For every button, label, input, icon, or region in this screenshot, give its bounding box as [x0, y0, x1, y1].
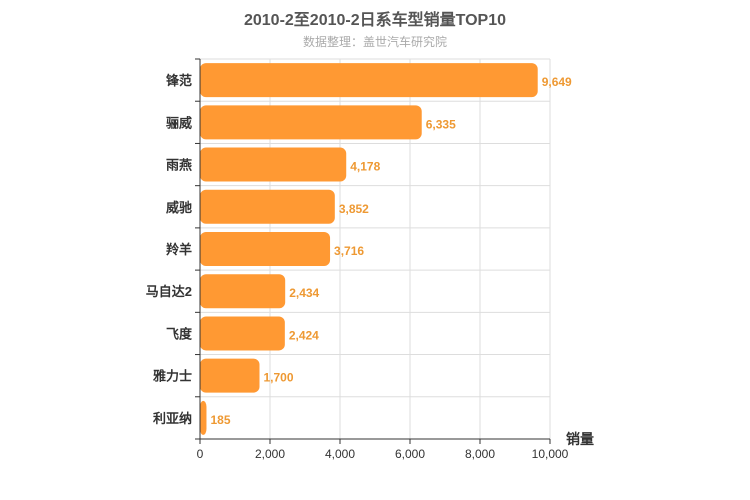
category-label: 雅力士	[153, 369, 192, 384]
data-label: 6,335	[426, 117, 456, 131]
data-label: 2,434	[289, 286, 319, 300]
bar	[200, 189, 335, 224]
x-tick-label: 10,000	[532, 447, 569, 461]
category-label: 雨燕	[166, 158, 192, 173]
data-label: 185	[210, 413, 230, 427]
x-tick-label: 2,000	[255, 447, 285, 461]
bar	[200, 400, 207, 435]
bar	[200, 105, 422, 140]
data-label: 3,716	[334, 244, 364, 258]
data-label: 3,852	[339, 202, 369, 216]
category-label: 锋范	[166, 73, 192, 88]
bar	[200, 147, 347, 182]
labels: 0 2,000 4,000 6,000 8,000 10,000 锋范 9,649 骊威 6,33…	[146, 73, 572, 461]
data-label: 4,178	[350, 160, 380, 174]
category-label: 威驰	[166, 200, 192, 215]
bars	[200, 63, 538, 435]
data-label: 1,700	[264, 371, 294, 385]
bar	[200, 232, 331, 266]
chart-title: 2010-2至2010-2日系车型销量TOP10	[243, 12, 507, 29]
category-label: 利亚纳	[153, 411, 192, 426]
x-tick-label: 4,000	[325, 447, 355, 461]
x-tick-label: 0	[197, 447, 204, 461]
axes	[195, 58, 551, 444]
x-axis-title: 销量	[566, 431, 594, 447]
bar	[200, 316, 285, 351]
category-label: 飞度	[166, 326, 193, 341]
bar	[200, 63, 538, 98]
x-tick-label: 6,000	[395, 447, 425, 461]
data-label: 2,424	[289, 328, 319, 342]
category-label: 骊威	[166, 115, 192, 130]
data-label: 9,649	[542, 75, 572, 89]
bar	[200, 358, 260, 393]
category-label: 马自达2	[146, 284, 192, 299]
chart-subtitle: 数据整理：盖世汽车研究院	[302, 35, 447, 49]
category-label: 羚羊	[166, 242, 192, 257]
x-tick-label: 8,000	[465, 447, 495, 461]
bar	[200, 274, 286, 309]
